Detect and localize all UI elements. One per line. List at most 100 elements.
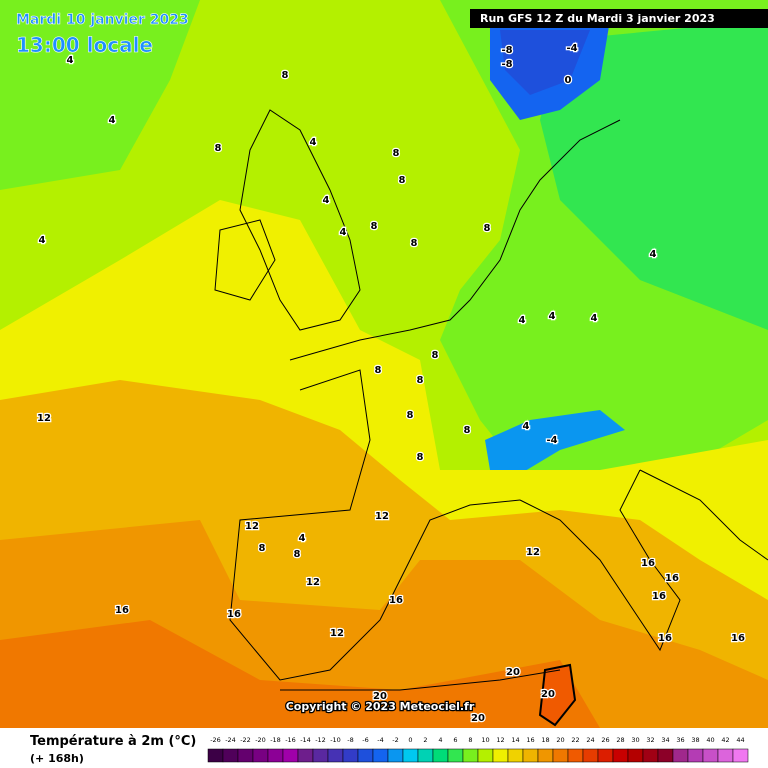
legend-tick-label: -26 (210, 736, 221, 744)
legend-tick-label: -14 (300, 736, 311, 744)
legend-swatch (477, 748, 494, 763)
legend-tick-label: -8 (347, 736, 353, 744)
legend-tick-label: -18 (270, 736, 281, 744)
isotherm-label: 16 (731, 633, 745, 644)
legend-tick-label: 2 (423, 736, 427, 744)
legend-swatch (222, 748, 239, 763)
legend-tick-label: -2 (392, 736, 398, 744)
legend-tick-label: 4 (438, 736, 442, 744)
isotherm-label: 12 (330, 628, 344, 639)
isotherm-label: 20 (471, 713, 485, 724)
legend-swatch (432, 748, 449, 763)
isotherm-label: 8 (294, 549, 301, 560)
legend-tick-label: -4 (377, 736, 383, 744)
legend-swatch (372, 748, 389, 763)
legend-tick-label: 8 (468, 736, 472, 744)
legend-swatch (612, 748, 629, 763)
legend-swatch (717, 748, 734, 763)
legend-swatch (732, 748, 749, 763)
legend-tick-label: 44 (736, 736, 744, 744)
legend-swatch (567, 748, 584, 763)
legend-swatch (402, 748, 419, 763)
legend-tick-label: 18 (541, 736, 549, 744)
legend-swatch (522, 748, 539, 763)
date-label: Mardi 10 janvier 2023 (16, 12, 189, 28)
legend-tick-label: 12 (496, 736, 504, 744)
legend-lead: (+ 168h) (30, 752, 84, 765)
time-label: 13:00 locale (16, 33, 153, 57)
isotherm-label: 4 (549, 311, 556, 322)
run-label: Run GFS 12 Z du Mardi 3 janvier 2023 (480, 12, 715, 25)
legend-swatch (357, 748, 374, 763)
legend-swatch (507, 748, 524, 763)
isotherm-label: 16 (227, 609, 241, 620)
legend-swatch (267, 748, 284, 763)
zone-tunisia (538, 663, 577, 727)
legend-swatch (447, 748, 464, 763)
isotherm-label: 8 (464, 425, 471, 436)
legend-tick-label: 6 (453, 736, 457, 744)
legend-swatch (642, 748, 659, 763)
legend-swatch (672, 748, 689, 763)
isotherm-label: 4 (67, 55, 74, 66)
legend-swatch (387, 748, 404, 763)
isotherm-label: 12 (37, 413, 51, 424)
legend-tick-label: 28 (616, 736, 624, 744)
isotherm-label: 12 (526, 547, 540, 558)
legend-tick-label: 36 (676, 736, 684, 744)
zone-alps (485, 410, 625, 500)
isotherm-label: 16 (115, 605, 129, 616)
isotherm-label: 4 (323, 195, 330, 206)
zone-green-dark (540, 20, 768, 330)
isotherm-label: 8 (259, 543, 266, 554)
legend-tick-label: 42 (721, 736, 729, 744)
legend-swatch (492, 748, 509, 763)
isotherm-label: 4 (340, 227, 347, 238)
legend-title: Température à 2m (°C) (30, 734, 196, 749)
zone-green (0, 0, 200, 190)
isotherm-label: 4 (650, 249, 657, 260)
legend-swatch (252, 748, 269, 763)
legend-tick-label: 40 (706, 736, 714, 744)
run-box (470, 9, 768, 28)
legend-tick-label: 24 (586, 736, 594, 744)
legend-swatch (627, 748, 644, 763)
isotherm-label: 12 (375, 511, 389, 522)
isotherm-label: 0 (565, 75, 572, 86)
legend-tick-label: -16 (285, 736, 296, 744)
isotherm-label: 4 (519, 315, 526, 326)
legend-tick-label: 0 (408, 736, 412, 744)
legend-tick-label: 20 (556, 736, 564, 744)
isotherm-label: 20 (506, 667, 520, 678)
isotherm-label: 8 (393, 148, 400, 159)
copyright: Copyright © 2023 Meteociel.fr (286, 700, 475, 713)
isotherm-label: 8 (484, 223, 491, 234)
legend-bar: -26 -24 -22 -20 -18 -16 -14 -12 -10 -8 -6 -4 -2 0 2 4 6 8… (207, 736, 749, 763)
legend-tick-label: 38 (691, 736, 699, 744)
isotherm-label: 4 (523, 421, 530, 432)
legend-swatch (462, 748, 479, 763)
isotherm-label: -8 (501, 59, 512, 70)
isotherm-label: 8 (371, 221, 378, 232)
legend-tick-label: 10 (481, 736, 489, 744)
legend-tick-label: -24 (225, 736, 236, 744)
legend-swatch (597, 748, 614, 763)
isotherm-label: 8 (399, 175, 406, 186)
legend-swatch (657, 748, 674, 763)
legend-tick-label: 16 (526, 736, 534, 744)
coastlines (214, 109, 768, 691)
isotherm-label: 16 (389, 595, 403, 606)
isotherm-label: 8 (215, 143, 222, 154)
legend-swatch (417, 748, 434, 763)
isotherm-label: 8 (432, 350, 439, 361)
legend-swatch (282, 748, 299, 763)
isotherm-label: 8 (407, 410, 414, 421)
legend-swatch (207, 748, 224, 763)
zone-blue-dark (500, 30, 590, 95)
isotherm-label: -8 (501, 45, 512, 56)
legend-tick-label: -22 (240, 736, 251, 744)
legend-tick-label: -6 (362, 736, 368, 744)
legend-tick-label: -20 (255, 736, 266, 744)
